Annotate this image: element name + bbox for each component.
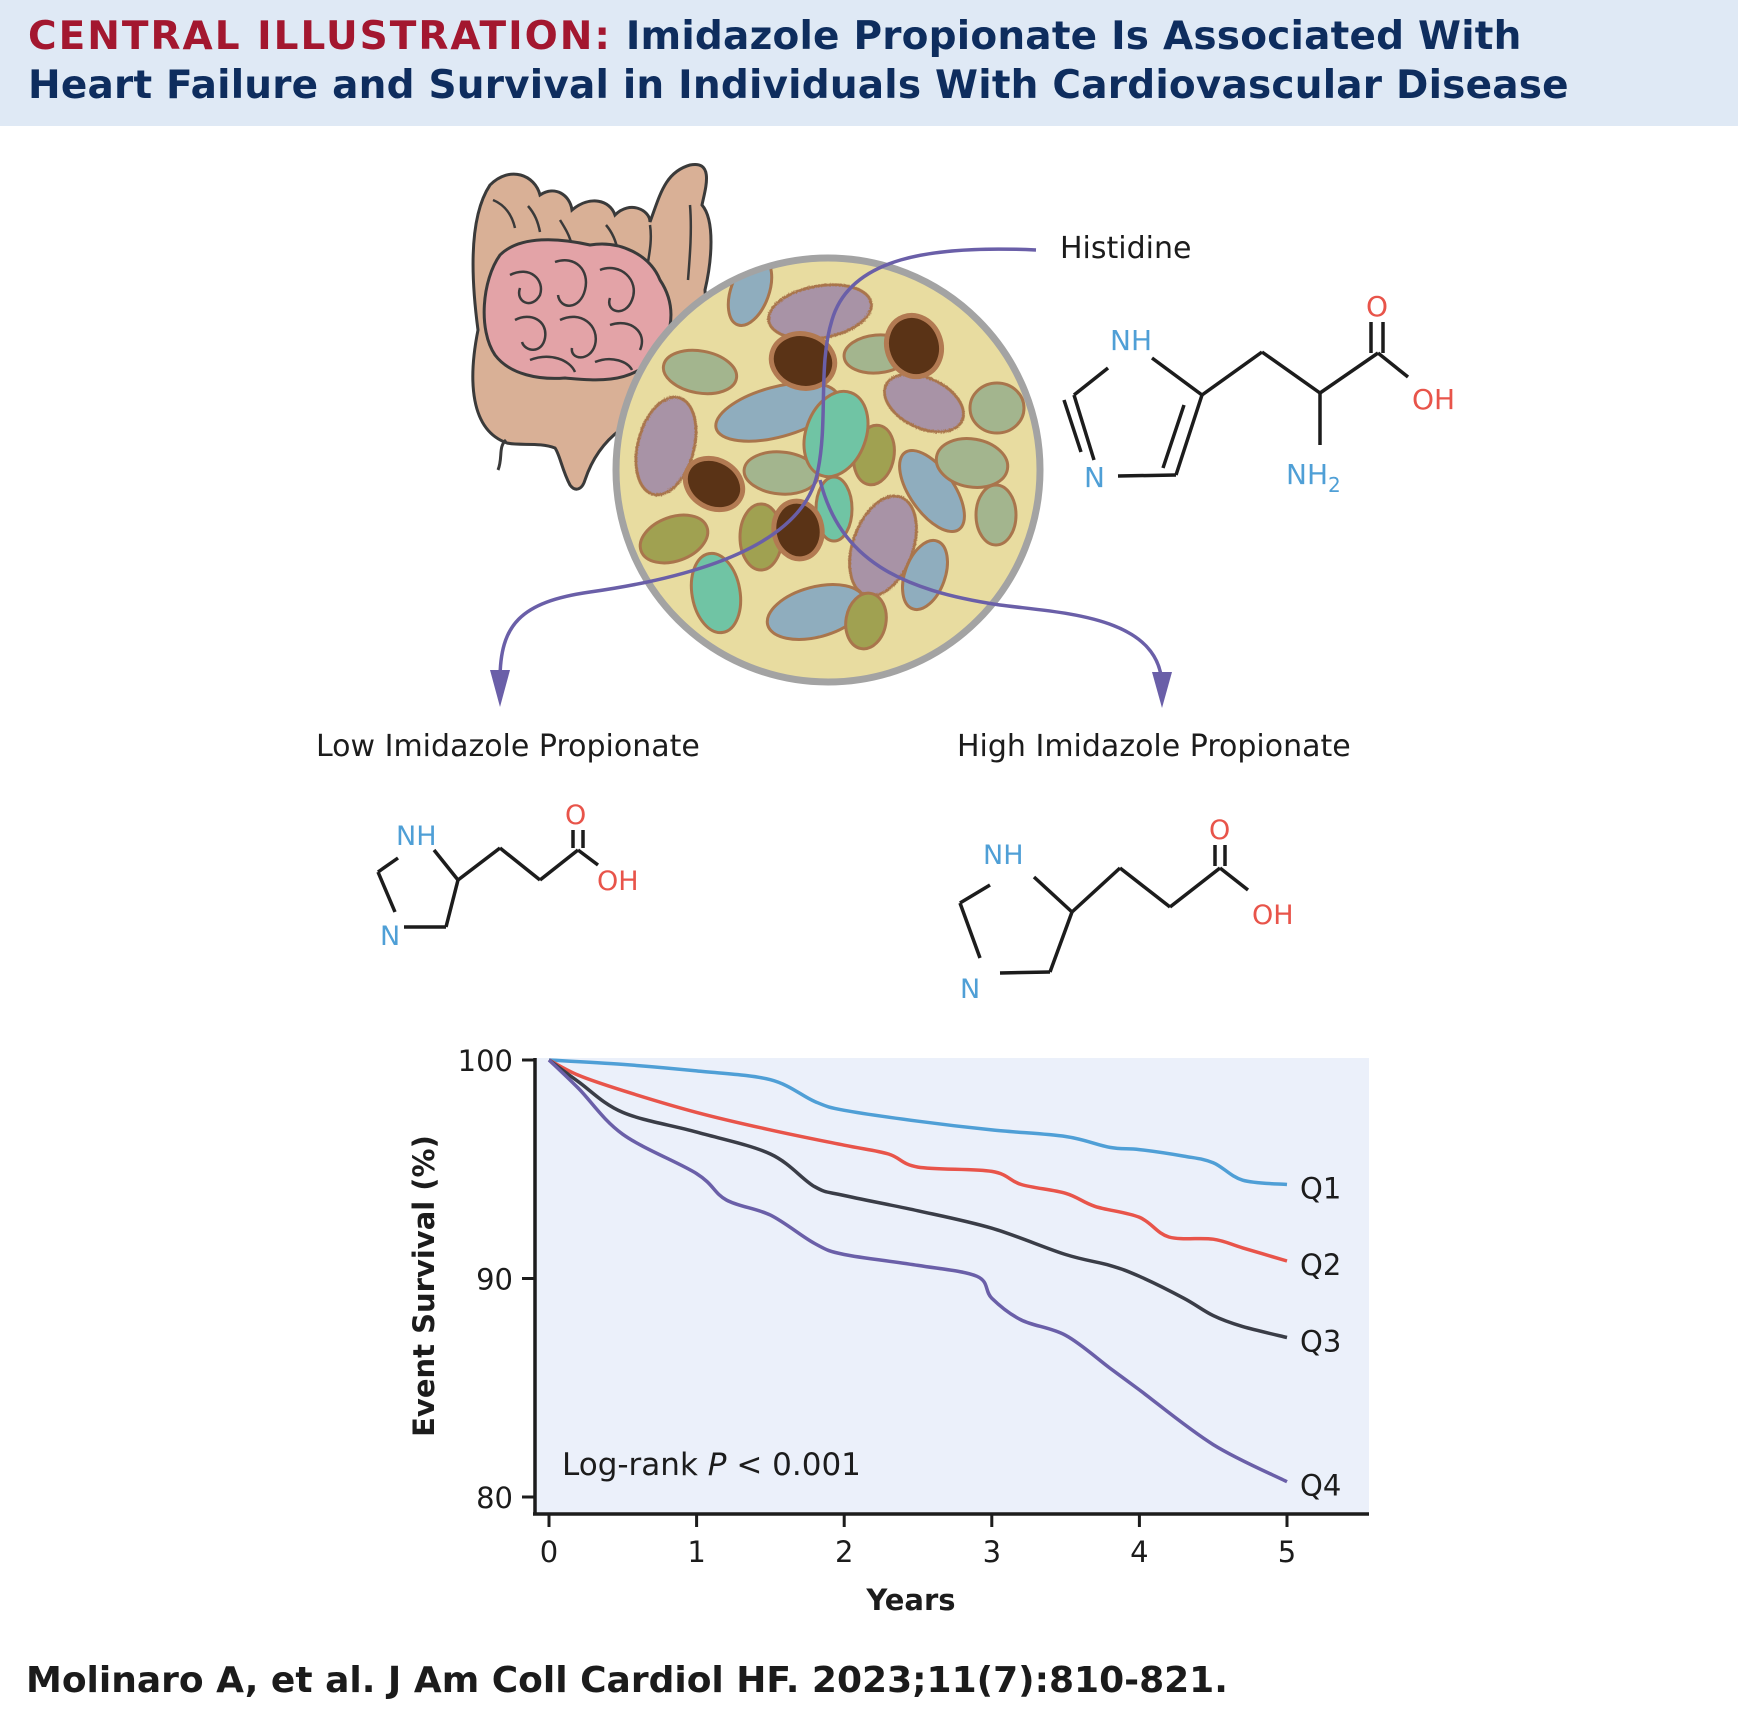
series-label-q3: Q3 [1300, 1324, 1341, 1358]
header-title-line1: CENTRAL ILLUSTRATION: Imidazole Propiona… [28, 14, 1522, 59]
header-banner: CENTRAL ILLUSTRATION: Imidazole Propiona… [0, 0, 1738, 126]
pathway-arrows [498, 247, 1164, 686]
logrank-annotation: Log-rank P < 0.001 [562, 1447, 861, 1483]
low-imp-molecule: NH N O OH [376, 800, 639, 952]
x-tick-label: 1 [687, 1535, 705, 1569]
title-text-1: Imidazole Propionate Is Associated With [625, 14, 1522, 59]
mol-nh: NH [396, 821, 437, 852]
high-imp-label: High Imidazole Propionate [957, 729, 1351, 764]
series-line-q1 [548, 1058, 1288, 1187]
series-label-q1: Q1 [1300, 1172, 1341, 1206]
header-title-line2: Heart Failure and Survival in Individual… [28, 63, 1569, 108]
y-tick-label: 100 [458, 1044, 513, 1078]
citation: Molinaro A, et al. J Am Coll Cardiol HF.… [26, 1660, 1228, 1701]
y-axis-label: Event Survival (%) [407, 1135, 441, 1437]
mol-nh2: NH2 [1286, 458, 1341, 497]
mol-oh: OH [597, 866, 639, 897]
central-illustration-label: CENTRAL ILLUSTRATION: [28, 14, 613, 59]
x-tick-label: 3 [983, 1535, 1001, 1569]
mol-nh: NH [983, 840, 1024, 871]
x-axis-label: Years [865, 1583, 955, 1617]
y-tick-label: 80 [476, 1481, 513, 1515]
mol-n: N [380, 921, 400, 952]
high-imp-molecule: NH N O OH [958, 815, 1294, 1005]
series-line-q2 [548, 1058, 1288, 1263]
illustration: Histidine Low Imidazole Propionate High … [316, 163, 1455, 1617]
series-label-q2: Q2 [1300, 1248, 1341, 1282]
gut-microbiota-circle [612, 254, 1044, 686]
histidine-molecule: NH N O OH NH2 [1062, 290, 1455, 497]
survival-chart: 0 1 2 3 4 5 80 90 100 Q1 Q2 Q3 Q4 Log-rank P < 0.0… [407, 1044, 1369, 1617]
mol-o: O [565, 800, 586, 831]
arrow-down-left-icon [490, 670, 510, 707]
series-line-q4 [547, 1058, 1288, 1484]
mol-n: N [1084, 461, 1105, 494]
x-tick-label: 2 [835, 1535, 853, 1569]
arrow-down-right-icon [1152, 672, 1172, 708]
mol-o: O [1209, 815, 1230, 846]
mol-nh: NH [1110, 324, 1152, 357]
x-tick-label: 5 [1278, 1535, 1296, 1569]
x-tick-label: 0 [540, 1535, 558, 1569]
histidine-label: Histidine [1060, 231, 1191, 266]
low-imp-label: Low Imidazole Propionate [316, 729, 700, 764]
mol-o: O [1366, 290, 1388, 323]
mol-oh: OH [1412, 383, 1455, 416]
mol-oh: OH [1252, 900, 1294, 931]
plot-area [535, 1058, 1369, 1513]
mol-n: N [960, 974, 980, 1005]
series-label-q4: Q4 [1300, 1469, 1341, 1503]
y-tick-label: 90 [476, 1263, 513, 1297]
x-tick-label: 4 [1130, 1535, 1148, 1569]
series-line-q3 [547, 1058, 1288, 1340]
